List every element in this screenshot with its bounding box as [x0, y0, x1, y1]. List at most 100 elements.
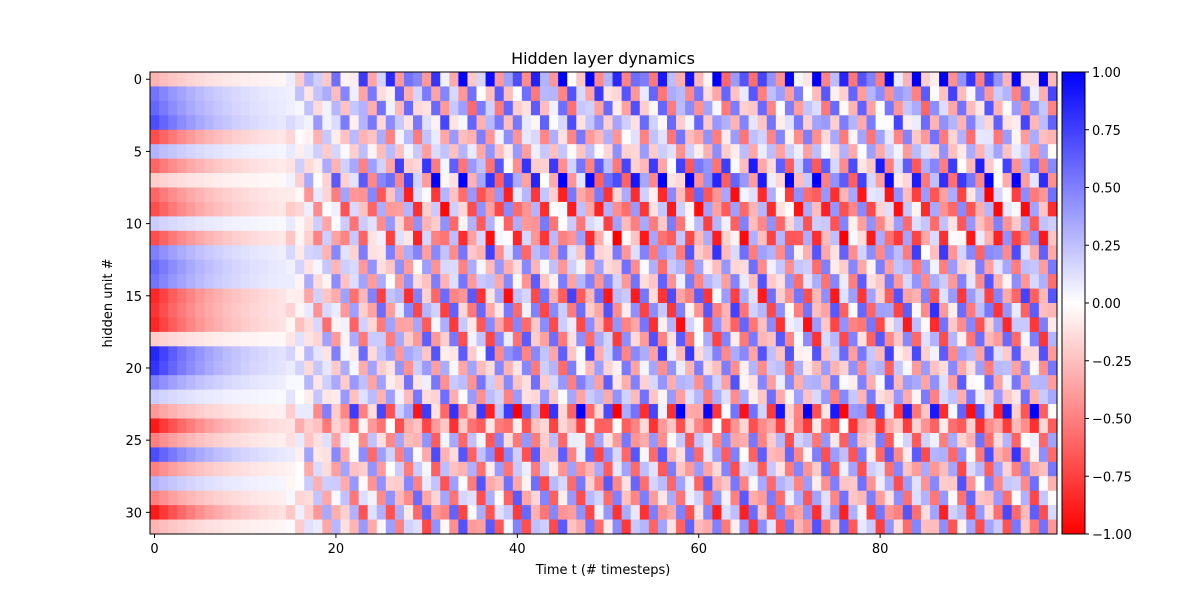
heatmap-cell [530, 432, 541, 448]
heatmap-cell [494, 72, 505, 87]
heatmap-cell [567, 303, 577, 318]
heatmap-cell [240, 418, 251, 434]
heatmap-cell [966, 360, 976, 376]
heatmap-cell [666, 230, 677, 246]
heatmap-cell [630, 86, 641, 102]
heatmap-cell [340, 245, 350, 261]
heatmap-cell [349, 375, 360, 391]
heatmap-cell [240, 129, 251, 145]
heatmap-cell [730, 158, 740, 174]
heatmap-cell [376, 230, 387, 246]
heatmap-cell [621, 144, 632, 160]
heatmap-cell [721, 490, 731, 506]
heatmap-cell [349, 158, 360, 174]
heatmap-cell [313, 72, 323, 87]
heatmap-cell [168, 144, 178, 160]
heatmap-cell [594, 129, 604, 145]
heatmap-cell [440, 288, 450, 304]
heatmap-cell [576, 519, 586, 535]
heatmap-cell [757, 447, 768, 463]
heatmap-cell [739, 404, 750, 419]
heatmap-cell [757, 245, 768, 261]
heatmap-cell [485, 360, 496, 376]
heatmap-cell [911, 461, 922, 477]
heatmap-cell [857, 144, 867, 160]
heatmap-cell [150, 187, 160, 203]
heatmap-cell [1029, 447, 1040, 463]
heatmap-cell [358, 303, 369, 318]
heatmap-cell [966, 476, 976, 492]
heatmap-cell [1020, 317, 1031, 333]
heatmap-cell [540, 129, 550, 145]
heatmap-cell [276, 173, 287, 188]
heatmap-cell [168, 375, 178, 391]
heatmap-cell [1002, 490, 1013, 506]
heatmap-cell [666, 360, 677, 376]
heatmap-cell [558, 476, 568, 492]
heatmap-cell [594, 490, 604, 506]
heatmap-cell [721, 432, 731, 448]
heatmap-cell [204, 476, 214, 492]
heatmap-cell [558, 360, 568, 376]
heatmap-cell [703, 490, 713, 506]
heatmap-cell [730, 303, 740, 318]
heatmap-cell [984, 245, 994, 261]
heatmap-cell [1038, 115, 1049, 131]
heatmap-cell [476, 346, 486, 362]
heatmap-cell [458, 404, 468, 419]
heatmap-cell [213, 274, 223, 289]
heatmap-cell [666, 404, 677, 419]
heatmap-cell [567, 216, 577, 232]
heatmap-cell [1029, 490, 1040, 506]
heatmap-cell [576, 158, 586, 174]
heatmap-cell [1047, 360, 1058, 376]
heatmap-cell [150, 447, 160, 463]
heatmap-cell [150, 317, 160, 333]
heatmap-cell [757, 115, 768, 131]
heatmap-cell [875, 259, 886, 275]
heatmap-cell [485, 72, 496, 87]
heatmap-cell [920, 230, 931, 246]
heatmap-cell [322, 259, 332, 275]
heatmap-cell [612, 245, 623, 261]
heatmap-cell [222, 317, 233, 333]
heatmap-cell [793, 505, 804, 520]
heatmap-cell [984, 115, 994, 131]
heatmap-cell [884, 303, 895, 318]
heatmap-cell [639, 418, 650, 434]
heatmap-cell [1047, 245, 1058, 261]
heatmap-cell [902, 230, 913, 246]
heatmap-cell [948, 187, 958, 203]
heatmap-cell [848, 100, 858, 116]
heatmap-cell [204, 129, 214, 145]
heatmap-cell [295, 86, 305, 102]
heatmap-cell [739, 346, 750, 362]
heatmap-cell [721, 519, 731, 535]
heatmap-cell [793, 404, 804, 419]
heatmap-cell [267, 461, 278, 477]
heatmap-cell [685, 519, 695, 535]
heatmap-cell [975, 317, 985, 333]
heatmap-cell [603, 505, 613, 520]
heatmap-cell [195, 86, 205, 102]
heatmap-cell [639, 432, 650, 448]
heatmap-cell [159, 389, 169, 405]
heatmap-cell [866, 86, 876, 102]
heatmap-cell [304, 389, 314, 405]
heatmap-cell [313, 317, 323, 333]
heatmap-cell [775, 418, 786, 434]
heatmap-cell [204, 447, 214, 463]
heatmap-cell [540, 259, 550, 275]
heatmap-cell [304, 274, 314, 289]
heatmap-cell [1020, 519, 1031, 535]
heatmap-cell [240, 187, 251, 203]
heatmap-cell [857, 331, 867, 347]
heatmap-cell [739, 259, 750, 275]
heatmap-cell [576, 418, 586, 434]
heatmap-cell [766, 288, 777, 304]
heatmap-cell [703, 201, 713, 217]
heatmap-cell [1047, 331, 1058, 347]
heatmap-cell [911, 274, 922, 289]
heatmap-cell [376, 274, 387, 289]
heatmap-cell [249, 115, 260, 131]
